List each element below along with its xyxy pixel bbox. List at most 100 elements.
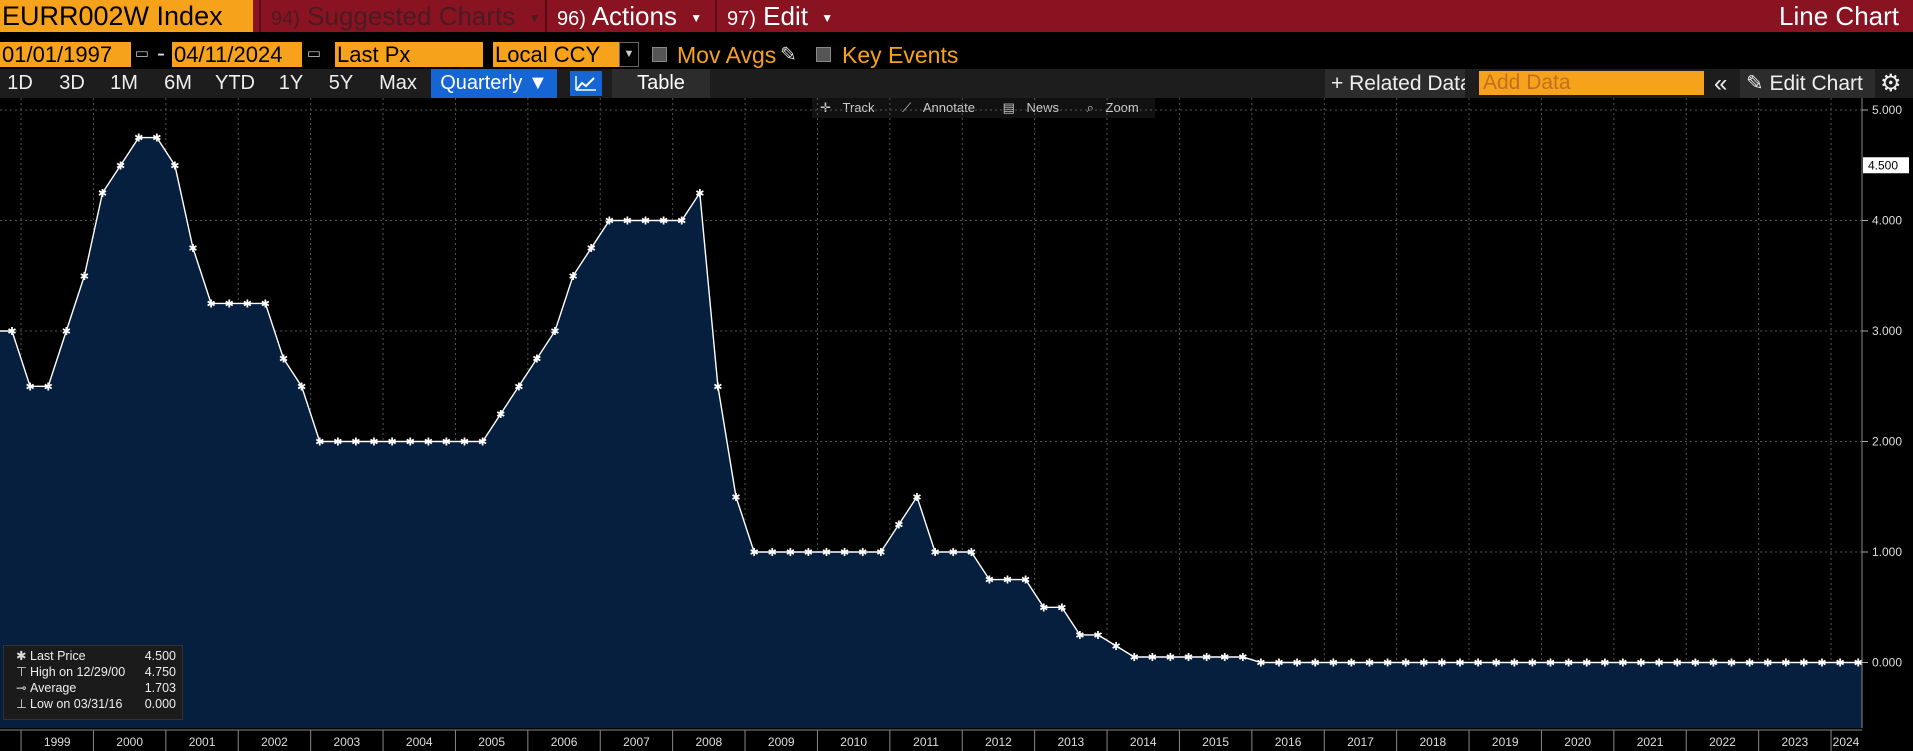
edit-menu[interactable]: 97) Edit ▼ [715, 0, 835, 32]
data-point: ✱ [1564, 658, 1573, 670]
price-line [0, 136, 1913, 664]
legend-high: ⊤ High on 12/29/00 4.750 [4, 665, 184, 680]
currency-select[interactable]: Local CCY [493, 42, 619, 67]
data-point: ✱ [1057, 602, 1066, 614]
period-1d[interactable]: 1D [7, 72, 33, 94]
x-tick-label: 2014 [1130, 735, 1157, 749]
line-chart-plot[interactable]: ✱ ✱ ✱ ✱ ✱ ✱ ✱ ✱ ✱ ✱ ✱ ✱ ✱ ✱ ✱ ✱ ✱ ✱ ✱ ✱ ✱ ✱ ✱ ✱ ✱ ✱ ✱ ✱ ✱ ✱ ✱ ✱ ✱ ✱ ✱ ✱ ✱ ✱ ✱ ✱… [0, 98, 1913, 751]
date-range-separator: - [157, 40, 165, 67]
start-date-field[interactable]: 01/01/1997 [0, 42, 131, 67]
high-marker-icon: ⊤ [16, 665, 27, 679]
pencil-icon[interactable]: ✎ [780, 44, 797, 66]
y-tick-label: 2.000 [1872, 435, 1902, 449]
data-point: ✱ [206, 298, 215, 310]
menu-label: Actions [591, 1, 677, 31]
x-tick-label: 2002 [261, 735, 288, 749]
collapse-icon[interactable]: « [1714, 70, 1728, 97]
y-tick-label: 0.000 [1872, 656, 1902, 670]
period-1y[interactable]: 1Y [278, 72, 304, 94]
zoom-tool[interactable]: ⌕ Zoom [1086, 100, 1139, 115]
data-point: ✱ [1021, 575, 1030, 587]
toolbar: 1D 3D 1M 6M YTD 1Y 5Y Max Quarterly ▼ Ta… [0, 69, 1913, 98]
track-tool[interactable]: ✛ Track [820, 100, 875, 115]
data-point: ✱ [1455, 658, 1464, 670]
data-point: ✱ [804, 547, 813, 559]
key-events-checkbox[interactable] [816, 47, 831, 62]
data-point: ✱ [1329, 658, 1338, 670]
data-point: ✱ [1854, 658, 1863, 670]
calendar-icon[interactable]: ▭ [134, 45, 150, 62]
period-max[interactable]: Max [379, 72, 417, 94]
data-point: ✱ [1817, 658, 1826, 670]
period-6m[interactable]: 6M [164, 72, 192, 94]
data-point: ✱ [1184, 652, 1193, 664]
data-point: ✱ [786, 547, 795, 559]
x-tick-label: 2015 [1202, 735, 1229, 749]
currency-dropdown-button[interactable]: ▼ [619, 42, 639, 67]
suggested-charts-menu[interactable]: 94) Suggested Charts ▼ [259, 0, 545, 32]
x-tick-label: 2021 [1637, 735, 1664, 749]
data-point: ✱ [351, 437, 360, 449]
data-markers: ✱ ✱ ✱ ✱ ✱ ✱ ✱ ✱ ✱ ✱ ✱ ✱ ✱ ✱ ✱ ✱ ✱ ✱ ✱ ✱ ✱ ✱ ✱ ✱ ✱ ✱ ✱ ✱ ✱ ✱ ✱ ✱ ✱ ✱ ✱ ✱ ✱ ✱ ✱ ✱… [7, 133, 1913, 670]
data-point: ✱ [1130, 652, 1139, 664]
edit-chart-button[interactable]: ✎ Edit Chart [1740, 69, 1875, 98]
header-bar: EURR002W Index 94) Suggested Charts ▼ 96… [0, 0, 1913, 32]
pencil-icon: ✎ [1746, 72, 1764, 95]
data-point: ✱ [460, 437, 469, 449]
period-ytd[interactable]: YTD [215, 72, 255, 94]
legend-label: Last Price [30, 649, 86, 663]
last-value-label: 4.500 [1863, 157, 1909, 174]
data-point: ✱ [80, 271, 89, 283]
menu-label: Edit [763, 1, 808, 31]
data-point: ✱ [731, 492, 740, 504]
data-point: ✱ [442, 437, 451, 449]
data-point: ✱ [605, 216, 614, 228]
data-point: ✱ [333, 437, 342, 449]
data-point: ✱ [1492, 658, 1501, 670]
data-point: ✱ [25, 381, 34, 393]
data-point: ✱ [713, 381, 722, 393]
table-view-button[interactable]: Table [612, 69, 710, 98]
data-point: ✱ [1220, 652, 1229, 664]
data-point: ✱ [1111, 641, 1120, 653]
data-point: ✱ [1039, 602, 1048, 614]
frequency-select[interactable]: Quarterly ▼ [431, 69, 557, 98]
data-point: ✱ [387, 437, 396, 449]
x-tick-label: 2005 [478, 735, 505, 749]
data-point: ✱ [1383, 658, 1392, 670]
data-point: ✱ [1636, 658, 1645, 670]
price-field-select[interactable]: Last Px [335, 42, 483, 67]
mov-avgs-checkbox[interactable] [652, 47, 667, 62]
add-data-input[interactable]: Add Data [1479, 71, 1704, 95]
chevron-down-icon: ▼ [821, 11, 834, 26]
x-tick-label: 2017 [1347, 735, 1374, 749]
period-3d[interactable]: 3D [59, 72, 85, 94]
x-tick-label: 2000 [116, 735, 143, 749]
data-point: ✱ [749, 547, 758, 559]
related-data-button[interactable]: + Related Data [1325, 69, 1465, 98]
data-point: ✱ [1763, 658, 1772, 670]
data-point: ✱ [134, 133, 143, 145]
y-tick-label: 4.000 [1872, 214, 1902, 228]
data-point: ✱ [1401, 658, 1410, 670]
y-tick-label: 3.000 [1872, 324, 1902, 338]
security-ticker[interactable]: EURR002W Index [0, 0, 253, 32]
x-tick-label: 2004 [406, 735, 433, 749]
data-point: ✱ [1311, 658, 1320, 670]
y-tick-label: 5.000 [1872, 103, 1902, 117]
data-point: ✱ [1654, 658, 1663, 670]
actions-menu[interactable]: 96) Actions ▼ [545, 0, 715, 32]
period-5y[interactable]: 5Y [328, 72, 354, 94]
data-point: ✱ [858, 547, 867, 559]
data-point: ✱ [1727, 658, 1736, 670]
line-chart-toggle-button[interactable] [570, 71, 602, 96]
menu-label: Suggested Charts [307, 1, 516, 31]
end-date-field[interactable]: 04/11/2024 [172, 42, 302, 67]
x-tick-label: 2001 [189, 735, 216, 749]
line-chart-icon [575, 76, 596, 91]
gear-icon[interactable]: ⚙ [1880, 70, 1902, 97]
period-1m[interactable]: 1M [110, 72, 138, 94]
calendar-icon[interactable]: ▭ [306, 45, 322, 62]
chevron-down-icon: ▼ [528, 11, 541, 26]
data-point: ✱ [1093, 630, 1102, 642]
